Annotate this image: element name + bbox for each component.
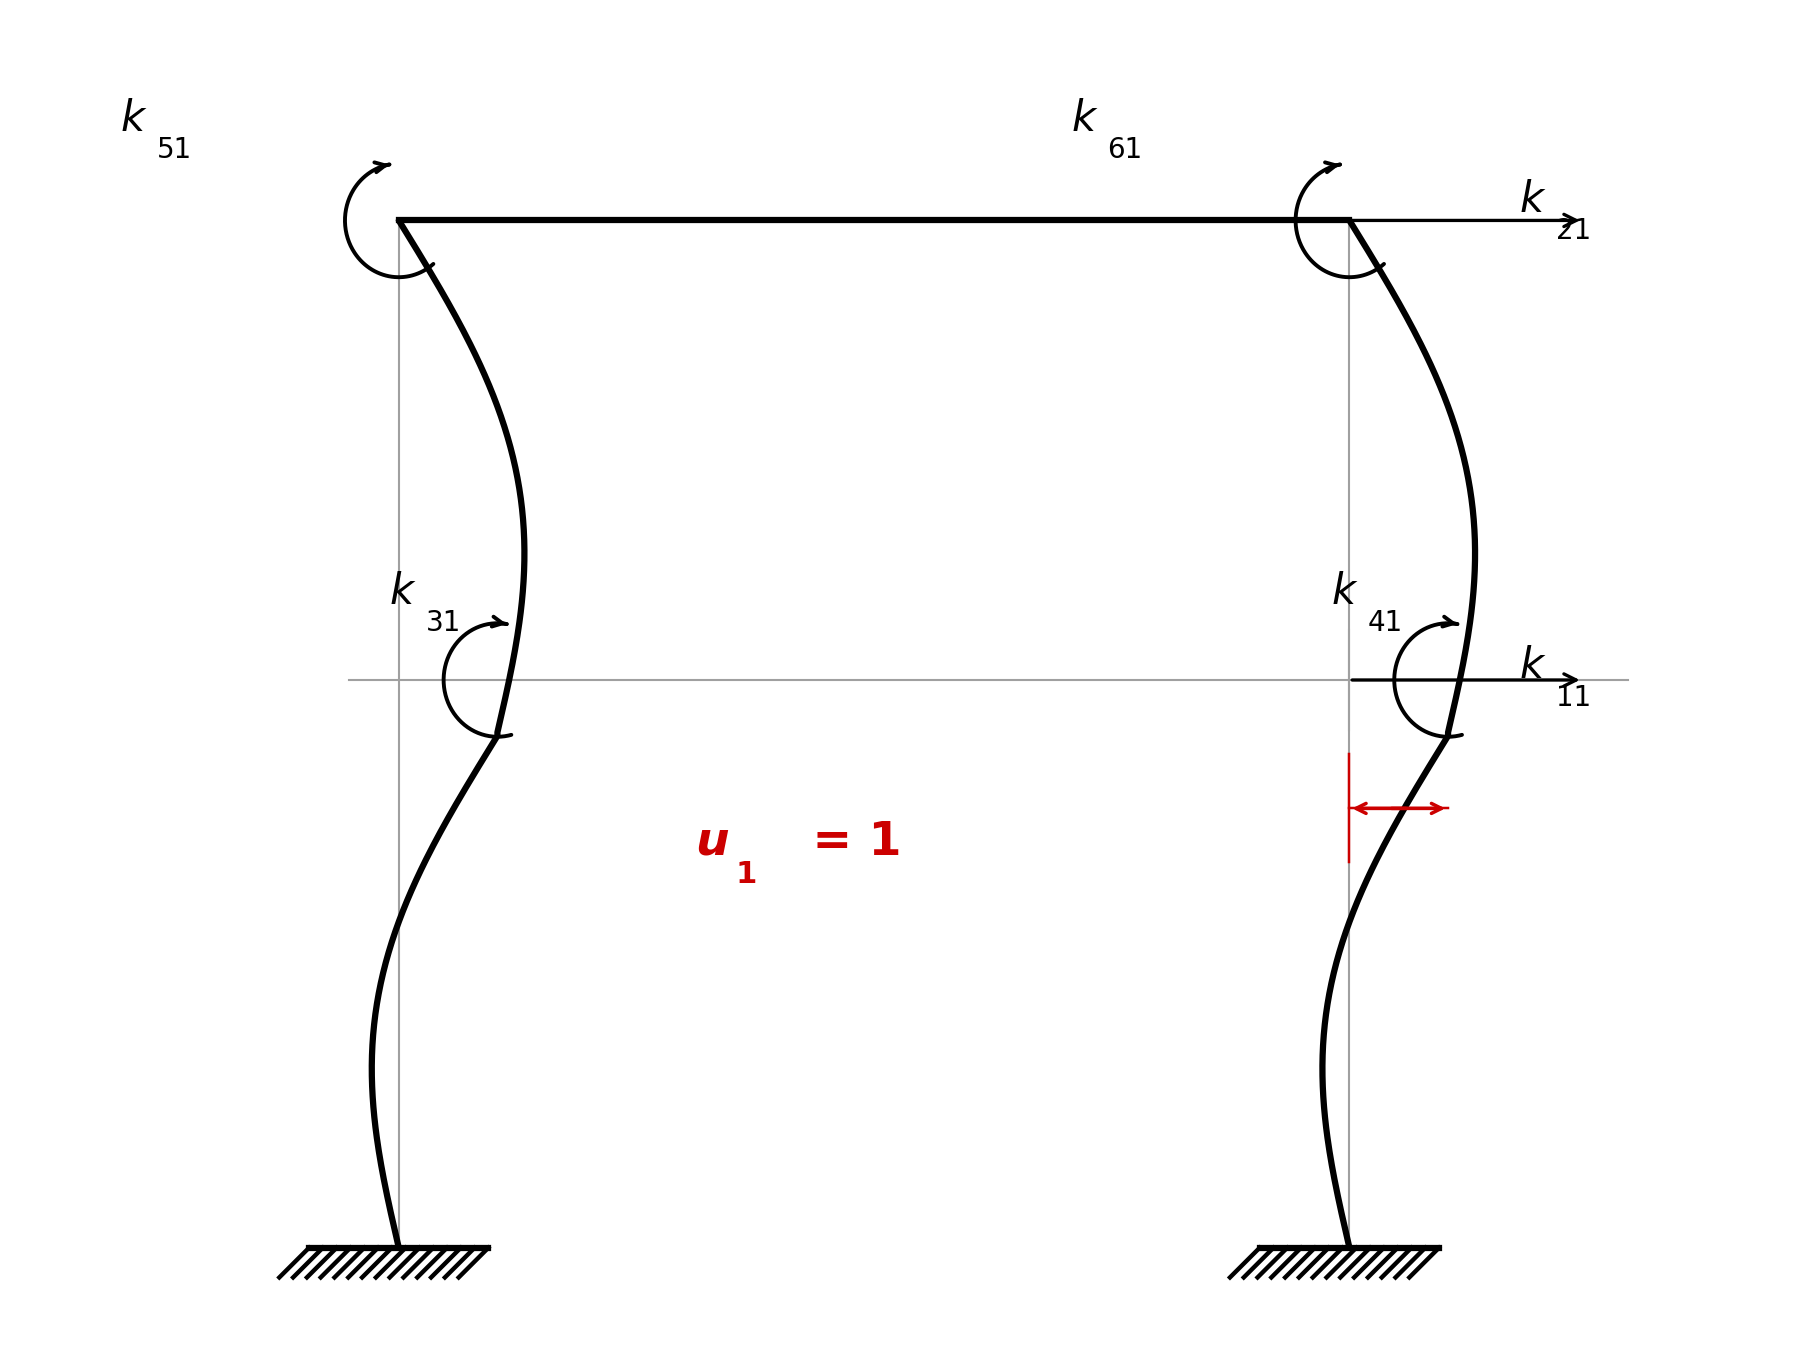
- Text: 31: 31: [425, 609, 461, 638]
- Text: k: k: [1072, 98, 1096, 140]
- Text: = 1: = 1: [796, 820, 901, 865]
- Text: k: k: [1332, 571, 1355, 613]
- Text: u: u: [696, 820, 728, 865]
- Text: k: k: [121, 98, 144, 140]
- Text: 21: 21: [1555, 218, 1591, 245]
- Text: 41: 41: [1368, 609, 1402, 638]
- Text: 61: 61: [1106, 136, 1142, 165]
- Text: k: k: [389, 571, 414, 613]
- Text: 11: 11: [1555, 684, 1591, 711]
- Text: 1: 1: [735, 860, 757, 888]
- Text: 51: 51: [157, 136, 191, 165]
- Text: k: k: [1519, 646, 1544, 688]
- Text: k: k: [1519, 180, 1544, 222]
